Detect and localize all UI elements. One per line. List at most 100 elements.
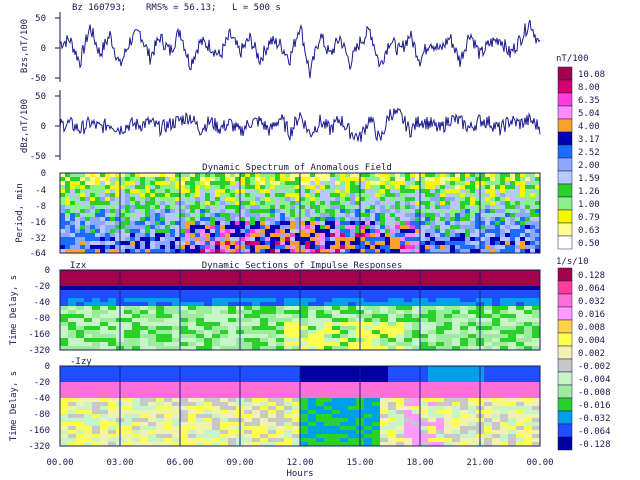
spectrum-cell <box>440 173 446 178</box>
spectrum-cell <box>125 177 131 182</box>
impulse-cell <box>420 370 429 375</box>
impulse-cell <box>420 286 429 291</box>
impulse-cell <box>268 278 277 283</box>
spectrum-cell <box>370 229 376 234</box>
impulse-cell <box>332 394 341 399</box>
impulse-cell <box>508 398 517 403</box>
spectrum-cell <box>495 193 501 198</box>
impulse-cell <box>180 346 189 351</box>
impulse-cell <box>244 402 253 407</box>
impulse-cell <box>172 338 181 343</box>
spectrum-cell <box>235 185 241 190</box>
spectrum-cell <box>275 221 281 226</box>
spectrum-cell <box>420 193 426 198</box>
spectrum-cell <box>275 209 281 214</box>
impulse-cell <box>508 410 517 415</box>
spectrum-cell <box>475 229 481 234</box>
spectrum-cell <box>445 241 451 246</box>
spectrum-cell <box>100 249 106 254</box>
spectrum-cell <box>250 249 256 254</box>
spectrum-cell <box>205 233 211 238</box>
spectrum-cell <box>365 229 371 234</box>
impulse-cell <box>436 346 445 351</box>
spectrum-cell <box>345 181 351 186</box>
impulse-cell <box>228 298 237 303</box>
spectrum-cell <box>465 177 471 182</box>
impulse-cell <box>292 278 301 283</box>
impulse-cell <box>468 290 477 295</box>
spectrum-cell <box>400 245 406 250</box>
spectrum-cell <box>480 209 486 214</box>
impulse-cell <box>292 402 301 407</box>
spectrum-cell <box>305 181 311 186</box>
impulse-cell <box>268 298 277 303</box>
impulse-cell <box>484 306 493 311</box>
impulse-cell <box>428 346 437 351</box>
spectrum-cell <box>280 217 286 222</box>
impulse-cell <box>100 402 109 407</box>
spectrum-cell <box>230 217 236 222</box>
impulse-cell <box>500 298 509 303</box>
spectrum-cell <box>535 213 541 218</box>
spectrum-cell <box>220 229 226 234</box>
impulse-cell <box>108 302 117 307</box>
impulse-cell <box>68 366 77 371</box>
spectrum-cell <box>400 201 406 206</box>
impulse-cell <box>108 374 117 379</box>
impulse-cell <box>380 394 389 399</box>
impulse-cell <box>164 302 173 307</box>
impulse-cell <box>156 414 165 419</box>
spectrum-cell <box>250 185 256 190</box>
spectrum-cell <box>240 245 246 250</box>
spectrum-cell <box>215 177 221 182</box>
spectrum-cell <box>245 193 251 198</box>
impulse-cell <box>420 394 429 399</box>
impulse-legend-unit: 1/s/10 <box>556 257 589 267</box>
spectrum-cell <box>230 201 236 206</box>
spectrum-cell <box>140 185 146 190</box>
impulse-cell <box>148 302 157 307</box>
impulse-cell <box>508 330 517 335</box>
spectrum-cell <box>195 217 201 222</box>
impulse-cell <box>188 278 197 283</box>
spectrum-cell <box>510 181 516 186</box>
impulse-cell <box>212 366 221 371</box>
impulse-cell <box>220 366 229 371</box>
impulse-cell <box>300 434 309 439</box>
spectrum-cell <box>215 217 221 222</box>
spectrum-cell <box>140 189 146 194</box>
impulse-cell <box>140 290 149 295</box>
spectrum-cell <box>225 245 231 250</box>
spectrum-cell <box>320 233 326 238</box>
spectrum-cell <box>280 193 286 198</box>
impulse-cell <box>492 318 501 323</box>
impulse-cell <box>436 338 445 343</box>
spectrum-cell <box>200 245 206 250</box>
impulse-cell <box>332 306 341 311</box>
impulse-cell <box>132 342 141 347</box>
spectrum-cell <box>465 221 471 226</box>
spectrum-cell <box>125 241 131 246</box>
impulse-cell <box>532 302 541 307</box>
impulse-cell <box>460 402 469 407</box>
spectrum-cell <box>175 205 181 210</box>
impulse-cell <box>196 306 205 311</box>
spectrum-cell <box>200 249 206 254</box>
impulse-cell <box>220 374 229 379</box>
spectrum-cell <box>265 205 271 210</box>
spectrum-ytick-64: -64 <box>30 249 46 259</box>
impulse-cell <box>276 382 285 387</box>
xtick-18: 18.00 <box>406 458 433 468</box>
spectrum-cell <box>65 201 71 206</box>
impulse-cell <box>228 374 237 379</box>
spectrum-cell <box>120 217 126 222</box>
spectrum-cell <box>535 201 541 206</box>
spectrum-cell <box>230 221 236 226</box>
impulse-cell <box>108 338 117 343</box>
impulse-cell <box>180 270 189 275</box>
impulse-cell <box>276 302 285 307</box>
impulse-cell <box>172 378 181 383</box>
impulse-cell <box>300 394 309 399</box>
impulse-cell <box>332 434 341 439</box>
spectrum-cell <box>315 233 321 238</box>
